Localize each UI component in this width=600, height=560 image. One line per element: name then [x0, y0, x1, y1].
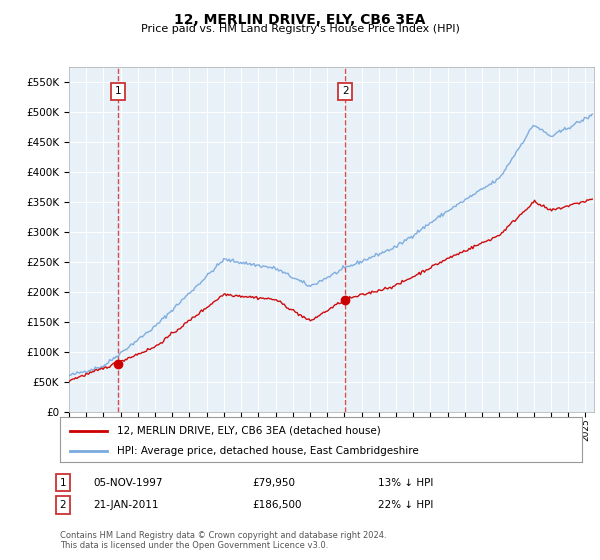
Text: 22% ↓ HPI: 22% ↓ HPI — [378, 500, 433, 510]
Text: Contains HM Land Registry data © Crown copyright and database right 2024.
This d: Contains HM Land Registry data © Crown c… — [60, 531, 386, 550]
Text: HPI: Average price, detached house, East Cambridgeshire: HPI: Average price, detached house, East… — [118, 446, 419, 456]
Text: Price paid vs. HM Land Registry's House Price Index (HPI): Price paid vs. HM Land Registry's House … — [140, 24, 460, 34]
Text: 2: 2 — [59, 500, 67, 510]
Text: 12, MERLIN DRIVE, ELY, CB6 3EA: 12, MERLIN DRIVE, ELY, CB6 3EA — [175, 13, 425, 27]
Text: 1: 1 — [115, 86, 121, 96]
Text: 13% ↓ HPI: 13% ↓ HPI — [378, 478, 433, 488]
Text: 12, MERLIN DRIVE, ELY, CB6 3EA (detached house): 12, MERLIN DRIVE, ELY, CB6 3EA (detached… — [118, 426, 381, 436]
Text: 1: 1 — [59, 478, 67, 488]
Text: £186,500: £186,500 — [252, 500, 302, 510]
Text: 21-JAN-2011: 21-JAN-2011 — [93, 500, 158, 510]
Text: 2: 2 — [342, 86, 349, 96]
Text: 05-NOV-1997: 05-NOV-1997 — [93, 478, 163, 488]
Text: £79,950: £79,950 — [252, 478, 295, 488]
